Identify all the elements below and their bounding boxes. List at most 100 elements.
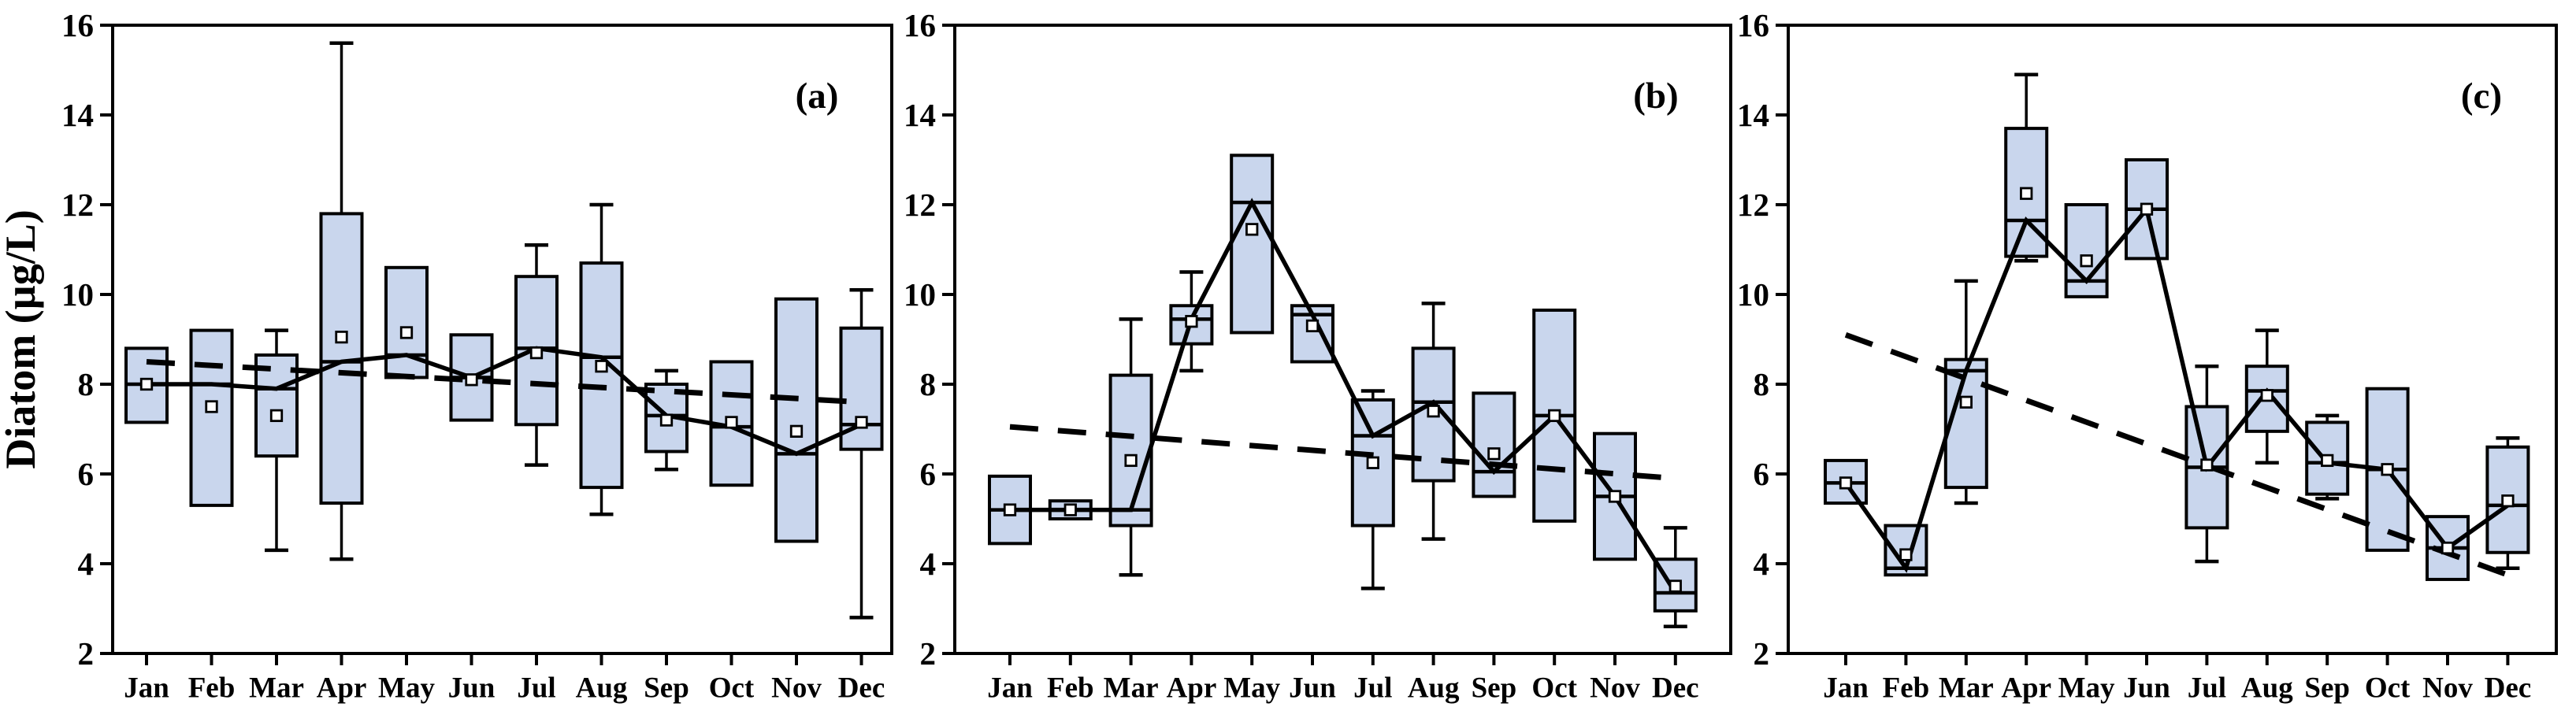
mean-marker-Aug [595, 360, 608, 373]
y-tick-label: 6 [920, 456, 937, 492]
mean-marker-Dec [855, 416, 868, 429]
x-tick-label-Oct: Oct [1531, 672, 1577, 705]
mean-marker-Sep [1487, 447, 1501, 461]
mean-marker-Dec [2501, 494, 2515, 508]
x-tick-label-Oct: Oct [709, 672, 755, 705]
x-tick-label-Jan: Jan [124, 672, 169, 705]
mean-marker-Aug [2260, 389, 2273, 402]
mean-marker-May [2080, 254, 2093, 268]
x-tick-label-Nov: Nov [771, 672, 822, 705]
panel-b: 2 4 6 8 10 12 14 16 Jan Feb Mar Apr May Jun Jul Aug Sep O… [904, 7, 1732, 705]
x-tick-label-Dec: Dec [1652, 672, 1699, 705]
y-tick-label: 4 [78, 546, 95, 582]
mean-marker-Apr [335, 330, 348, 344]
mean-marker-Mar [269, 409, 284, 423]
y-tick-label: 14 [61, 97, 94, 133]
x-tick-label-Feb: Feb [188, 672, 236, 705]
panel-c: 2 4 6 8 10 12 14 16 Jan Feb Mar Apr May Jun Jul Aug Sep O… [1737, 7, 2558, 705]
plot-border [111, 24, 893, 655]
panel-label-2: (b) [1633, 76, 1678, 117]
trend-dashed-line [1844, 332, 2509, 578]
box-Nov [774, 297, 818, 543]
mean-marker-Jun [465, 373, 478, 387]
plot-border [1787, 24, 2558, 655]
mean-marker-Dec [1668, 579, 1682, 593]
median-connect-line [1843, 204, 2509, 573]
box-Feb [189, 328, 234, 507]
x-tick-label-Dec: Dec [838, 672, 885, 705]
y-tick-label: 6 [78, 456, 95, 492]
x-tick-label-Apr: Apr [1167, 672, 1217, 705]
panel-label-3: (c) [2461, 76, 2502, 117]
x-tick-label-May: May [1223, 672, 1280, 705]
mean-marker-Jul [1366, 456, 1379, 469]
mean-marker-Jun [2140, 202, 2154, 216]
x-tick-label-Dec: Dec [2485, 672, 2532, 705]
mean-marker-Jul [2200, 458, 2214, 472]
x-tick-label-Sep: Sep [1472, 672, 1517, 705]
mean-marker-Mar [1124, 453, 1138, 468]
x-tick-label-Feb: Feb [1883, 672, 1930, 705]
x-tick-label-Apr: Apr [2001, 672, 2051, 705]
median-connect-line [147, 346, 863, 457]
trend-dashed-line [1009, 424, 1676, 482]
mean-marker-Jan [1839, 476, 1853, 490]
panel-label-1: (a) [796, 76, 839, 117]
y-tick-label: 16 [904, 7, 936, 43]
x-tick-label-Nov: Nov [1590, 672, 1640, 705]
trend-dashed-line [146, 359, 862, 405]
mean-marker-Oct [2381, 463, 2394, 476]
y-tick-label: 4 [1754, 546, 1770, 582]
x-tick-label-Aug: Aug [576, 672, 628, 705]
y-tick-label: 14 [1737, 97, 1769, 133]
y-axis-title: Diatom (µg/L) [0, 209, 44, 469]
box-Mar [254, 353, 299, 458]
x-tick-label-Jul: Jul [517, 672, 555, 705]
x-tick-label-Aug: Aug [2241, 672, 2293, 705]
mean-marker-Sep [2321, 453, 2334, 468]
y-tick-label: 10 [61, 276, 94, 313]
x-tick-label-Aug: Aug [1408, 672, 1460, 705]
x-tick-label-Jul: Jul [1353, 672, 1392, 705]
y-tick-label: 8 [920, 366, 937, 402]
mean-marker-Apr [1185, 315, 1198, 328]
mean-marker-Feb [1899, 548, 1913, 561]
mean-marker-Jul [529, 346, 544, 360]
mean-marker-Nov [2441, 541, 2455, 555]
x-tick-label-May: May [2058, 672, 2115, 705]
box-Mar [1943, 357, 1988, 490]
y-tick-label: 2 [920, 635, 937, 672]
y-tick-label: 14 [904, 97, 936, 133]
y-tick-label: 6 [1754, 456, 1770, 492]
box-Aug [579, 261, 624, 490]
y-tick-label: 4 [920, 546, 937, 582]
x-tick-label-Oct: Oct [2365, 672, 2411, 705]
y-tick-label: 16 [1737, 7, 1769, 43]
x-tick-label-Apr: Apr [317, 672, 367, 705]
mean-marker-Nov [1608, 490, 1622, 503]
x-tick-label-Jul: Jul [2188, 672, 2226, 705]
x-tick-label-Mar: Mar [1104, 672, 1159, 705]
x-tick-label-Sep: Sep [644, 672, 689, 705]
box-Sep [1472, 391, 1516, 498]
x-tick-label-Feb: Feb [1047, 672, 1094, 705]
x-tick-label-Nov: Nov [2422, 672, 2473, 705]
y-tick-label: 10 [1737, 276, 1769, 313]
panel-a: 2 4 6 8 10 12 14 16 Jan Feb Mar Apr May Jun Jul Aug Sep O… [61, 7, 893, 705]
x-tick-label-Mar: Mar [1939, 672, 1994, 705]
mean-marker-May [399, 326, 414, 339]
y-tick-label: 12 [904, 187, 936, 223]
mean-marker-Jan [1003, 503, 1017, 516]
y-tick-label: 8 [1754, 366, 1770, 402]
mean-marker-Nov [789, 424, 804, 438]
x-tick-label-Jan: Jan [987, 672, 1033, 705]
mean-marker-Apr [2020, 187, 2033, 200]
x-tick-label-Jun: Jun [2123, 672, 2170, 705]
mean-marker-Feb [205, 400, 218, 413]
mean-marker-Feb [1063, 503, 1077, 516]
x-tick-label-May: May [378, 672, 435, 705]
mean-marker-Jun [1305, 319, 1320, 333]
mean-marker-May [1245, 223, 1259, 236]
